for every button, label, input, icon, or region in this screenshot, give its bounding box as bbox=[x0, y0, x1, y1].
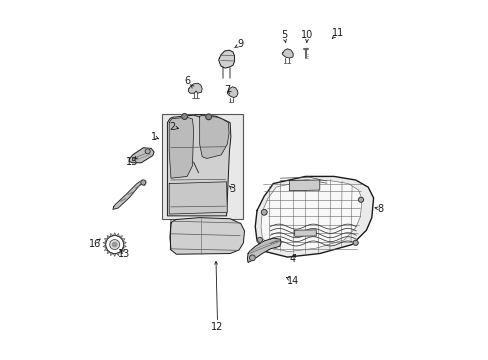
Text: 12: 12 bbox=[211, 322, 224, 332]
Text: 2: 2 bbox=[169, 122, 176, 132]
Circle shape bbox=[257, 237, 262, 242]
Text: 4: 4 bbox=[289, 254, 295, 264]
Polygon shape bbox=[113, 180, 145, 210]
Polygon shape bbox=[103, 244, 106, 248]
Circle shape bbox=[109, 240, 120, 249]
Polygon shape bbox=[282, 49, 293, 58]
Text: 15: 15 bbox=[126, 157, 139, 167]
Circle shape bbox=[261, 210, 266, 215]
Text: 7: 7 bbox=[224, 85, 230, 95]
Polygon shape bbox=[123, 242, 126, 244]
Polygon shape bbox=[103, 242, 106, 244]
Polygon shape bbox=[199, 116, 228, 158]
Text: 13: 13 bbox=[118, 248, 130, 258]
Text: 11: 11 bbox=[331, 28, 343, 38]
Text: 8: 8 bbox=[376, 204, 382, 214]
Polygon shape bbox=[122, 248, 124, 251]
Polygon shape bbox=[129, 148, 154, 163]
Circle shape bbox=[352, 240, 357, 245]
Polygon shape bbox=[247, 238, 281, 262]
Polygon shape bbox=[116, 233, 119, 237]
Polygon shape bbox=[116, 252, 119, 256]
Polygon shape bbox=[119, 235, 122, 239]
Polygon shape bbox=[113, 233, 116, 236]
Text: 14: 14 bbox=[286, 276, 299, 286]
Polygon shape bbox=[289, 180, 319, 191]
Polygon shape bbox=[119, 250, 122, 253]
Text: 9: 9 bbox=[237, 39, 244, 49]
Text: 6: 6 bbox=[183, 76, 190, 86]
Polygon shape bbox=[167, 115, 230, 216]
Circle shape bbox=[249, 255, 255, 261]
Circle shape bbox=[145, 149, 150, 154]
Polygon shape bbox=[169, 117, 193, 178]
Polygon shape bbox=[169, 182, 227, 214]
Polygon shape bbox=[110, 252, 113, 256]
Polygon shape bbox=[169, 218, 244, 254]
Text: 10: 10 bbox=[301, 30, 313, 40]
Polygon shape bbox=[261, 181, 362, 252]
Circle shape bbox=[358, 197, 363, 202]
Polygon shape bbox=[188, 83, 202, 93]
Polygon shape bbox=[122, 239, 124, 242]
Polygon shape bbox=[104, 239, 107, 242]
Circle shape bbox=[205, 114, 211, 120]
Polygon shape bbox=[107, 235, 110, 239]
Polygon shape bbox=[123, 244, 126, 248]
Polygon shape bbox=[110, 233, 113, 237]
Circle shape bbox=[141, 180, 145, 185]
Bar bbox=[162, 114, 242, 220]
Polygon shape bbox=[113, 253, 116, 256]
Polygon shape bbox=[218, 50, 234, 68]
Polygon shape bbox=[107, 250, 110, 253]
Text: 5: 5 bbox=[280, 30, 286, 40]
Text: 16: 16 bbox=[89, 239, 101, 249]
Text: 3: 3 bbox=[229, 184, 235, 194]
Polygon shape bbox=[255, 176, 373, 257]
Circle shape bbox=[112, 242, 117, 247]
Polygon shape bbox=[227, 87, 238, 98]
Polygon shape bbox=[104, 248, 107, 251]
Circle shape bbox=[182, 114, 187, 120]
Polygon shape bbox=[294, 230, 316, 236]
Text: 1: 1 bbox=[151, 132, 157, 142]
